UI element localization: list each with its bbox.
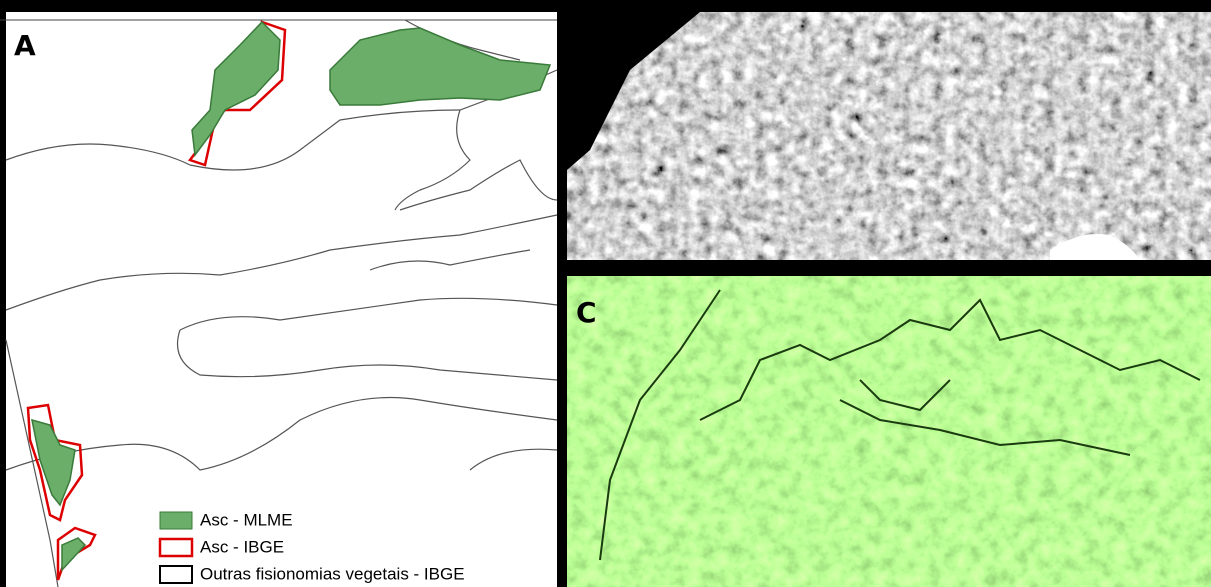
figure: A Asc - MLME Asc - IBGE Outras fisionomi… — [0, 0, 1211, 587]
legend-label: Outras fisionomias vegetais - IBGE — [200, 564, 465, 583]
satellite-image — [567, 276, 1211, 587]
panel-b: B — [567, 12, 1211, 260]
legend-label: Asc - IBGE — [200, 537, 284, 556]
panel-a: A Asc - MLME Asc - IBGE Outras fisionomi… — [0, 12, 557, 587]
panel-label: A — [14, 29, 36, 62]
legend-label: Asc - MLME — [200, 510, 293, 529]
panel-c: C — [567, 276, 1211, 587]
radar-image — [567, 12, 1211, 260]
panel-label: B — [574, 24, 595, 57]
legend-swatch — [160, 512, 192, 529]
panel-label: C — [576, 296, 597, 329]
